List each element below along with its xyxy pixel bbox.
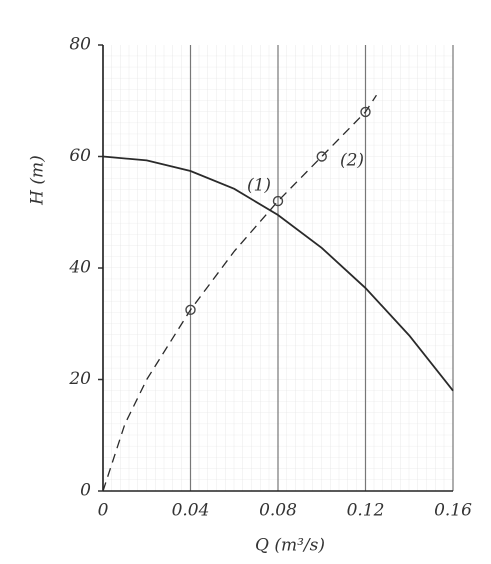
y-tick-label: 80: [69, 35, 91, 55]
data-point: [316, 151, 327, 162]
y-axis-label: H (m): [28, 155, 48, 206]
x-tick-label: 0.16: [434, 501, 472, 521]
annotation: (1): [247, 176, 271, 196]
curve: [102, 155, 454, 392]
y-tick-label: 0: [80, 481, 91, 501]
curve: [102, 94, 377, 492]
x-tick-label: 0: [98, 501, 109, 521]
x-tick-label: 0.12: [347, 501, 385, 521]
y-tick-label: 60: [69, 146, 91, 166]
data-point: [272, 195, 284, 207]
data-point: [185, 304, 196, 316]
x-axis-label: Q (m³/s): [255, 536, 325, 556]
x-tick-label: 0.08: [259, 501, 297, 521]
y-tick-label: 40: [68, 258, 91, 278]
data-point: [360, 106, 371, 118]
x-tick-label: 0.04: [172, 501, 210, 521]
annotation: (2): [340, 151, 364, 171]
y-tick-label: 20: [68, 369, 91, 389]
